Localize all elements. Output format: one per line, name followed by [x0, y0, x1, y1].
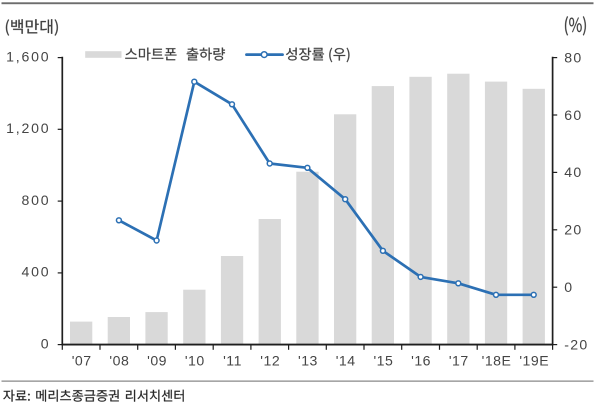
svg-text:'07: '07 — [72, 353, 92, 369]
svg-text:1,200: 1,200 — [6, 120, 50, 136]
svg-text:0: 0 — [41, 335, 51, 351]
svg-text:1,600: 1,600 — [6, 48, 50, 64]
svg-text:'08: '08 — [109, 353, 129, 369]
svg-text:'14: '14 — [336, 353, 356, 369]
svg-text:60: 60 — [564, 107, 582, 123]
svg-text:'16: '16 — [411, 353, 431, 369]
svg-text:0: 0 — [564, 279, 573, 295]
svg-text:'15: '15 — [373, 353, 393, 369]
svg-text:'09: '09 — [147, 353, 167, 369]
svg-text:400: 400 — [21, 264, 50, 280]
svg-text:800: 800 — [21, 192, 50, 208]
svg-text:'11: '11 — [223, 353, 242, 369]
svg-text:20: 20 — [564, 222, 582, 238]
svg-text:80: 80 — [564, 49, 582, 65]
svg-text:'19E: '19E — [519, 353, 549, 369]
svg-text:'17: '17 — [449, 353, 469, 369]
svg-text:'18E: '18E — [482, 353, 512, 369]
svg-text:-20: -20 — [564, 336, 588, 352]
svg-text:'12: '12 — [260, 353, 280, 369]
svg-text:'10: '10 — [185, 353, 205, 369]
svg-text:40: 40 — [564, 164, 582, 180]
svg-text:'13: '13 — [298, 353, 318, 369]
